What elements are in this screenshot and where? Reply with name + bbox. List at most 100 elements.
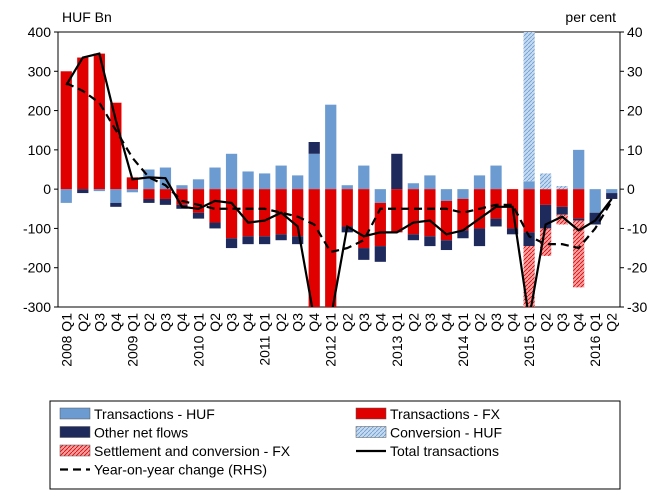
bar	[424, 175, 436, 190]
x-tick-label: Q4	[571, 313, 587, 332]
bar	[126, 189, 139, 193]
bar	[573, 218, 585, 221]
bar	[358, 189, 370, 249]
bar	[490, 165, 502, 190]
bar	[556, 189, 568, 207]
plot-frame	[57, 31, 621, 308]
y2-tick-label: 10	[627, 142, 643, 158]
y2-tick-label: 20	[627, 103, 643, 119]
bar	[589, 189, 601, 213]
bar	[523, 181, 535, 190]
bar	[523, 246, 535, 307]
bar	[242, 171, 254, 190]
bar	[523, 232, 535, 247]
bar	[225, 238, 238, 249]
legend-swatch	[59, 426, 91, 438]
bar	[473, 228, 486, 247]
bar	[391, 153, 403, 190]
x-tick-label: 2014 Q1	[455, 313, 471, 367]
bar	[242, 236, 254, 245]
y2-tick-label: 40	[627, 24, 643, 40]
y2-axis-label: per cent	[565, 9, 616, 25]
bar	[225, 153, 238, 190]
bar	[407, 183, 420, 190]
x-tick-label: Q2	[604, 313, 620, 332]
x-tick-label: Q4	[438, 313, 454, 332]
x-tick-label: Q3	[91, 313, 107, 332]
x-tick-label: Q2	[141, 313, 157, 332]
x-tick-label: Q4	[505, 313, 521, 332]
x-tick-label: Q2	[405, 313, 421, 332]
x-tick-label: Q3	[290, 313, 306, 332]
bar	[325, 104, 337, 190]
legend: Transactions - HUF Transactions - FX Other…	[59, 406, 502, 478]
bar	[606, 189, 618, 194]
bar	[424, 236, 436, 247]
x-tick-label: 2008 Q1	[58, 313, 74, 367]
bar	[523, 32, 535, 182]
y2-tick-label: 30	[627, 63, 643, 79]
x-tick-label: Q2	[207, 313, 223, 332]
x-tick-label: Q2	[538, 313, 554, 332]
bar	[192, 189, 205, 213]
x-tick-label: Q3	[488, 313, 504, 332]
x-tick-label: Q3	[224, 313, 240, 332]
y-tick-label: -100	[23, 220, 51, 236]
bar	[126, 177, 139, 190]
x-tick-label: Q3	[554, 313, 570, 332]
bar	[275, 234, 287, 241]
bar	[176, 189, 188, 205]
y2-tick-label: -30	[627, 299, 647, 315]
bar	[457, 230, 469, 239]
bar	[192, 212, 205, 219]
x-tick-label: Q4	[306, 313, 322, 332]
bar	[275, 165, 287, 190]
bar	[606, 193, 618, 199]
y-tick-label: 0	[43, 181, 51, 197]
bar	[440, 200, 453, 241]
bar	[292, 189, 304, 237]
bar	[242, 189, 254, 237]
y-tick-label: 100	[28, 142, 52, 158]
bar	[77, 189, 89, 194]
bar	[573, 189, 585, 219]
bar	[556, 186, 568, 190]
x-tick-label: Q2	[472, 313, 488, 332]
bar	[457, 189, 469, 199]
bar	[308, 142, 320, 154]
bar	[358, 248, 370, 260]
legend-label: Transactions - FX	[390, 406, 501, 422]
bar	[539, 189, 552, 205]
bar	[407, 189, 420, 235]
bar	[424, 189, 436, 237]
x-tick-label: 2010 Q1	[191, 313, 207, 367]
y-axis-label: HUF Bn	[62, 9, 112, 25]
y-tick-label: 200	[28, 103, 52, 119]
line	[65, 82, 613, 254]
bar	[110, 202, 122, 207]
bar	[209, 189, 221, 223]
bar	[589, 212, 601, 225]
plot	[60, 32, 618, 307]
legend-frame	[49, 400, 621, 490]
bar	[539, 228, 552, 256]
bar	[473, 175, 486, 190]
x-tick-label: Q2	[75, 313, 91, 332]
bar	[258, 173, 271, 190]
bar	[490, 218, 502, 227]
bar	[192, 179, 205, 190]
bar	[556, 206, 568, 215]
x-tick-label: 2009 Q1	[124, 313, 140, 367]
bar	[110, 102, 122, 190]
legend-label: Transactions - HUF	[94, 406, 215, 422]
bar	[539, 204, 552, 229]
bar	[341, 185, 353, 190]
bar	[374, 189, 386, 203]
bar	[143, 189, 155, 199]
y2-tick-label: -10	[627, 220, 647, 236]
bar	[159, 189, 172, 199]
bar	[258, 189, 271, 237]
bar	[60, 189, 72, 203]
x-tick-label: Q4	[240, 313, 256, 332]
